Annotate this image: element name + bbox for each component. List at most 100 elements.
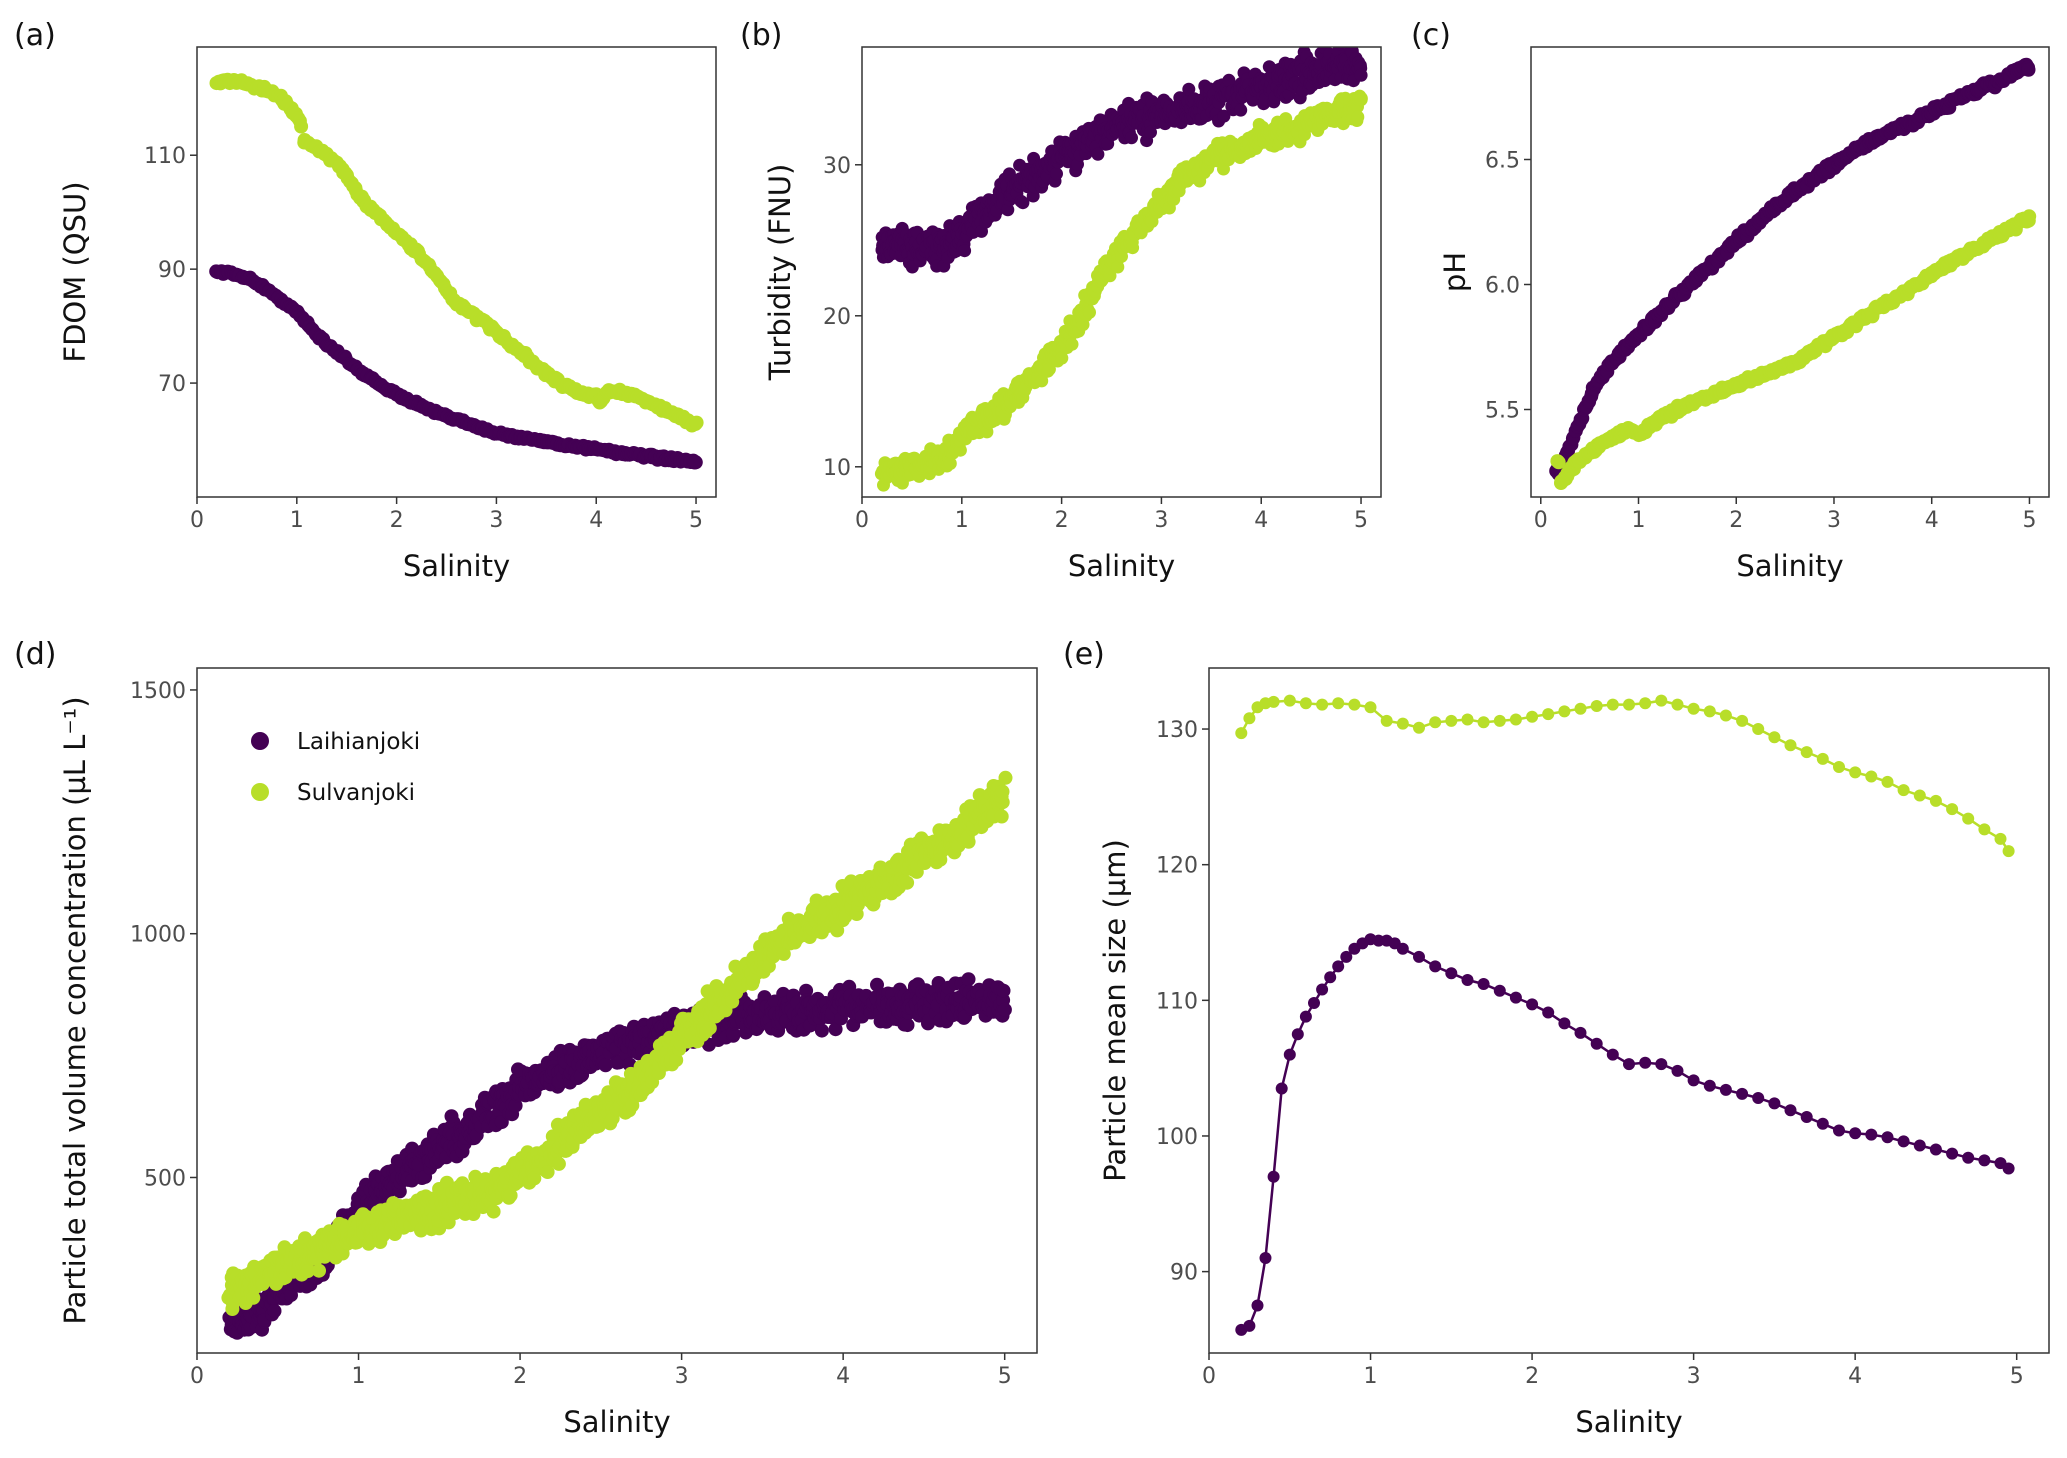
y-tick-label: 70 [158, 372, 186, 397]
data-point [1551, 455, 1566, 470]
data-point [1784, 1104, 1797, 1117]
data-point [1655, 1058, 1668, 1071]
data-point [312, 1263, 326, 1278]
data-point [1542, 1006, 1555, 1019]
data-point [1016, 196, 1030, 210]
legend-key-laihianjoki [251, 732, 269, 750]
plot-area [1235, 694, 2015, 1336]
data-point [1055, 351, 1069, 365]
data-point [1283, 694, 1296, 707]
data-point [444, 1109, 459, 1124]
data-point [1703, 1079, 1716, 1092]
data-point [1655, 694, 1668, 707]
data-point [503, 1188, 518, 1203]
x-tick-label: 4 [836, 1364, 850, 1389]
y-axis-title: Particle mean size (µm) [1098, 839, 1132, 1182]
data-point [1623, 698, 1635, 711]
y-tick-label: 500 [144, 1166, 186, 1191]
y-tick-label: 110 [144, 144, 186, 169]
data-point [1364, 701, 1377, 714]
data-point [1800, 746, 1813, 759]
y-tick-label: 90 [1170, 1261, 1198, 1286]
data-point [1687, 702, 1700, 715]
data-point [1606, 1048, 1619, 1061]
data-point [995, 784, 1010, 799]
legend-label-laihianjoki: Laihianjoki [297, 729, 420, 755]
y-tick-label: 20 [823, 305, 851, 330]
data-point [830, 923, 845, 938]
data-point [1234, 103, 1248, 117]
x-axis-title: Salinity [1736, 549, 1843, 583]
x-tick-label: 4 [589, 508, 603, 533]
data-point [1768, 731, 1781, 744]
data-point [1493, 714, 1506, 727]
x-tick-label: 5 [2022, 508, 2036, 533]
data-point [1283, 1048, 1296, 1061]
y-tick-label: 1500 [130, 679, 186, 704]
data-point [1881, 775, 1894, 788]
series-sulvanjoki [221, 770, 1013, 1316]
data-point [688, 455, 703, 470]
data-point [1623, 1058, 1635, 1071]
plot-frame [1208, 667, 2050, 1354]
data-point [1429, 960, 1442, 973]
data-point [961, 972, 976, 987]
data-point [1816, 1117, 1829, 1130]
x-tick-label: 4 [1925, 508, 1939, 533]
x-axis-title: Salinity [403, 549, 510, 583]
x-tick-label: 0 [1534, 508, 1548, 533]
data-point [1340, 950, 1353, 963]
data-point [1111, 260, 1125, 274]
plot-frame [861, 46, 1382, 498]
data-point [669, 1053, 684, 1068]
data-point [1913, 789, 1926, 802]
data-point [1526, 998, 1539, 1011]
data-point [1849, 766, 1862, 779]
data-point [284, 1288, 298, 1303]
panel-e: (e)0 1 2 3 4 590100110120130SalinityParticle … [1063, 637, 2050, 1439]
data-point [776, 946, 791, 961]
plot-area [874, 47, 1368, 492]
data-point [1687, 1074, 1700, 1087]
data-point [1542, 708, 1555, 721]
data-point [997, 1002, 1012, 1017]
data-point [1217, 109, 1231, 123]
x-tick-label: 4 [1254, 508, 1268, 533]
data-point [1897, 1135, 1910, 1148]
data-point [870, 977, 884, 992]
data-point [2002, 1162, 2015, 1175]
data-point [246, 1290, 261, 1305]
data-point [1396, 717, 1409, 730]
data-point [1526, 710, 1539, 723]
data-point [1461, 974, 1474, 986]
x-tick-label: 0 [1202, 1364, 1216, 1389]
data-point [1590, 700, 1603, 712]
data-point [814, 1023, 829, 1038]
x-tick-label: 1 [1632, 508, 1646, 533]
series-laihianjoki [209, 264, 703, 470]
data-point [1291, 1028, 1304, 1041]
panel-label: (a) [14, 18, 56, 53]
x-axis-title: Salinity [1068, 549, 1175, 583]
data-point [1639, 697, 1652, 710]
data-point [1865, 1128, 1878, 1141]
data-point [1316, 698, 1329, 711]
data-point [1267, 695, 1280, 708]
data-point [2021, 62, 2036, 77]
data-point [551, 1156, 566, 1171]
data-point [1125, 131, 1138, 145]
data-point [1445, 967, 1458, 980]
data-point [1042, 362, 1056, 376]
data-point [1332, 960, 1345, 973]
data-point [1235, 727, 1248, 740]
x-tick-label: 1 [290, 508, 304, 533]
data-point [1354, 68, 1368, 82]
data-point [2021, 213, 2036, 228]
data-point [540, 1165, 555, 1179]
plot-frame [1530, 46, 2050, 498]
data-point [1816, 752, 1829, 765]
y-tick-label: 90 [158, 258, 186, 283]
y-tick-label: 5.5 [1485, 399, 1520, 424]
data-point [1477, 978, 1490, 990]
panel-label: (e) [1063, 637, 1105, 672]
